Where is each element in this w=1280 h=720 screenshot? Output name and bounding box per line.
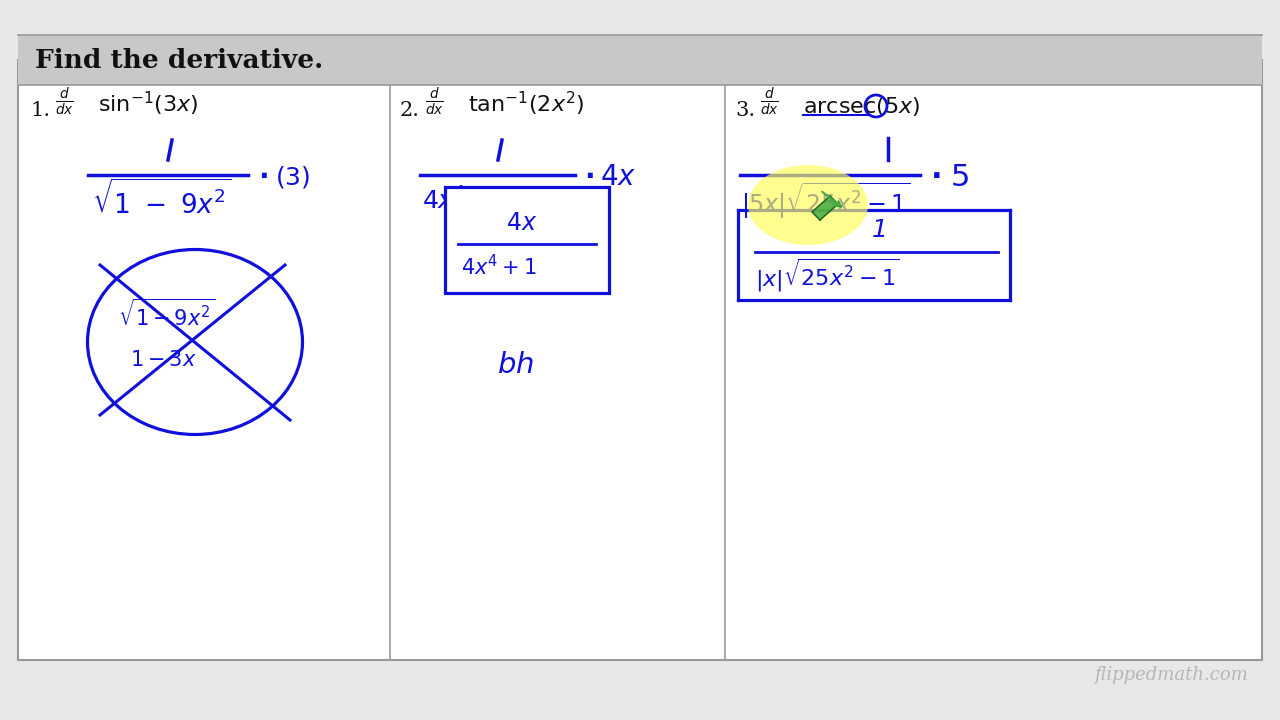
- Text: $\boldsymbol{\cdot}$: $\boldsymbol{\cdot}$: [931, 161, 941, 189]
- Text: $4x$: $4x$: [600, 163, 636, 191]
- Ellipse shape: [748, 165, 868, 245]
- Text: $4x^4+1$: $4x^4+1$: [422, 187, 512, 215]
- Text: 3.: 3.: [735, 101, 755, 120]
- Text: $\frac{d}{dx}$: $\frac{d}{dx}$: [425, 86, 444, 118]
- Text: $4x$: $4x$: [507, 211, 538, 235]
- Text: $\boldsymbol{\cdot}$: $\boldsymbol{\cdot}$: [259, 161, 268, 189]
- Text: $|5x|\sqrt{25x^2-1}$: $|5x|\sqrt{25x^2-1}$: [741, 181, 910, 221]
- Text: flippedmath.com: flippedmath.com: [1094, 666, 1248, 684]
- Text: 1: 1: [872, 218, 888, 242]
- Text: $|x|\sqrt{25x^2-1}$: $|x|\sqrt{25x^2-1}$: [755, 256, 900, 294]
- Text: $5$: $5$: [950, 163, 969, 192]
- Text: $(3)$: $(3)$: [275, 164, 310, 190]
- Text: $\mathrm{tan}^{-1}(2x^2)$: $\mathrm{tan}^{-1}(2x^2)$: [468, 90, 585, 118]
- Polygon shape: [812, 196, 838, 220]
- Text: $\mathrm{arcsec}(5x)$: $\mathrm{arcsec}(5x)$: [803, 94, 920, 117]
- Text: $\boldsymbol{\cdot}$: $\boldsymbol{\cdot}$: [584, 161, 594, 189]
- Text: 1.: 1.: [29, 101, 50, 120]
- Text: $1-3x$: $1-3x$: [131, 350, 197, 370]
- Text: $\mathrm{sin}^{-1}(3x)$: $\mathrm{sin}^{-1}(3x)$: [99, 90, 198, 118]
- Bar: [18, 35, 1262, 85]
- Text: $\mathit{bh}$: $\mathit{bh}$: [497, 351, 534, 379]
- Text: 2.: 2.: [399, 101, 420, 120]
- Bar: [18, 60, 1262, 660]
- Text: $\frac{d}{dx}$: $\frac{d}{dx}$: [55, 86, 74, 118]
- Text: $\frac{d}{dx}$: $\frac{d}{dx}$: [760, 86, 778, 118]
- Text: Find the derivative.: Find the derivative.: [35, 48, 324, 73]
- FancyBboxPatch shape: [445, 187, 609, 293]
- Text: $\sqrt{1-9x^2}$: $\sqrt{1-9x^2}$: [118, 300, 215, 330]
- Text: $\sqrt{1\ -\ 9x^2}$: $\sqrt{1\ -\ 9x^2}$: [92, 181, 232, 220]
- Text: $4x^4+1$: $4x^4+1$: [461, 254, 536, 279]
